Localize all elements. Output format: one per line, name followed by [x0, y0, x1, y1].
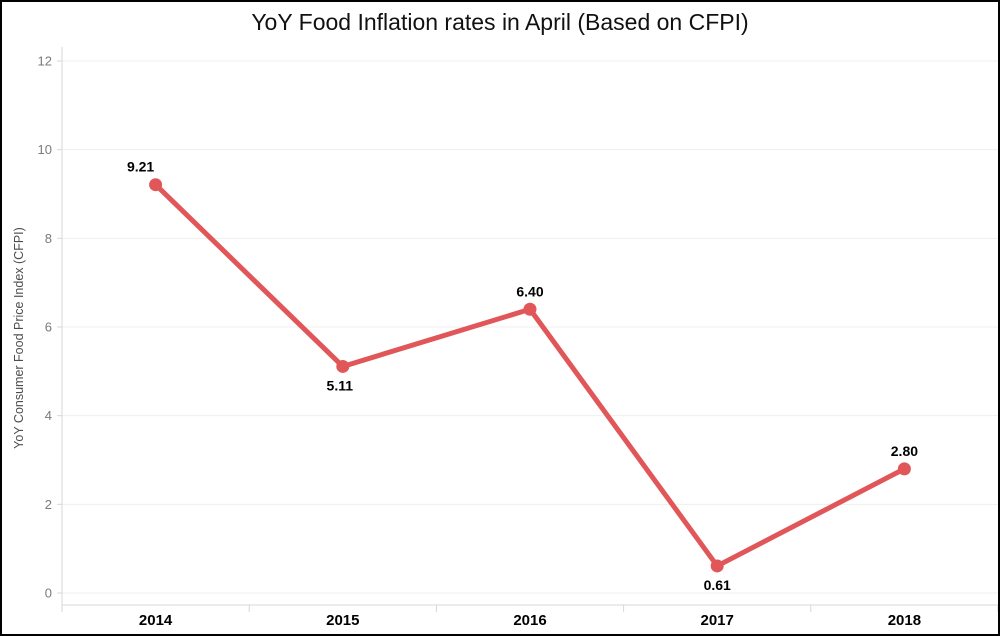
- data-point-2016[interactable]: [523, 302, 537, 316]
- y-tick-label: 2: [45, 497, 52, 512]
- data-label-2018: 2.80: [891, 443, 918, 459]
- data-point-2014[interactable]: [149, 178, 163, 192]
- trend-line: [153, 182, 907, 569]
- y-tick-label: 6: [45, 320, 52, 335]
- y-tick-label: 0: [45, 586, 52, 601]
- x-tick-label-2014: 2014: [139, 612, 173, 629]
- data-label-2017: 0.61: [704, 577, 731, 593]
- x-tick-label-2018: 2018: [888, 612, 921, 629]
- data-point-2015[interactable]: [336, 359, 350, 373]
- data-label-2015: 5.11: [327, 377, 354, 393]
- data-label-2016: 6.40: [516, 283, 543, 299]
- x-tick-label-2017: 2017: [701, 612, 734, 629]
- y-axis-title: YoY Consumer Food Price Index (CFPI): [12, 227, 26, 449]
- x-tick-label-2015: 2015: [326, 612, 359, 629]
- y-tick-label: 8: [45, 231, 52, 246]
- y-tick-label: 4: [45, 408, 52, 423]
- x-tick-label-2016: 2016: [513, 612, 546, 629]
- y-tick-label: 10: [38, 142, 52, 157]
- y-tick-label: 12: [38, 54, 52, 69]
- data-point-2017[interactable]: [710, 559, 724, 573]
- data-point-2018[interactable]: [897, 462, 911, 476]
- data-label-2014: 9.21: [127, 159, 154, 175]
